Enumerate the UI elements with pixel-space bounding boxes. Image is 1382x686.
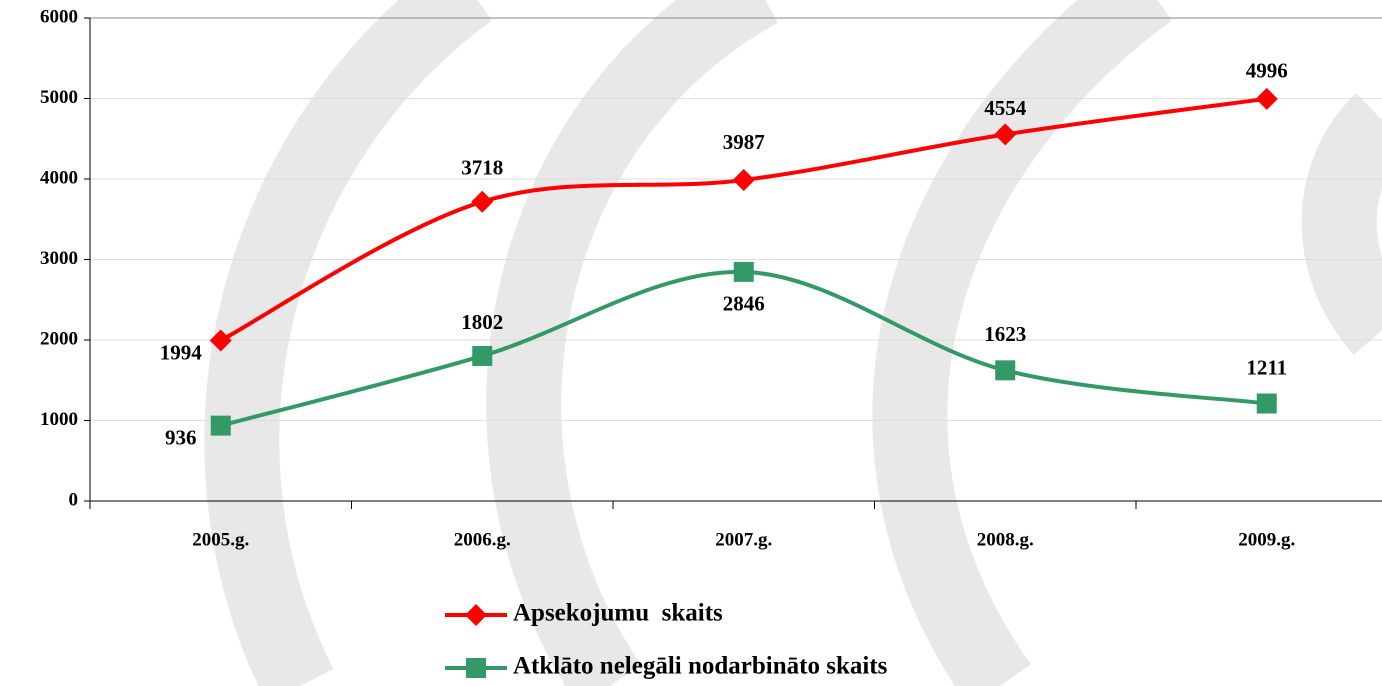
data-label: 3718 [461,156,503,180]
y-tick-label: 2000 [40,328,78,349]
data-label: 4996 [1246,59,1288,83]
marker [465,604,487,626]
data-label: 1211 [1246,355,1287,379]
background-decoration [204,0,1382,686]
y-tick-label: 5000 [40,87,78,108]
data-label: 2846 [723,292,765,316]
data-label: 1994 [160,340,203,364]
y-tick-label: 3000 [40,248,78,269]
marker [995,360,1016,381]
x-tick-label: 2005.g. [192,529,249,550]
x-tick-label: 2007.g. [715,529,772,550]
marker [471,190,494,213]
data-label: 3987 [723,130,765,154]
y-tick-label: 4000 [40,167,78,188]
marker [209,329,232,352]
x-tick-label: 2006.g. [454,529,511,550]
data-label: 936 [165,425,197,449]
data-label: 1802 [461,310,503,334]
y-tick-label: 0 [69,489,79,510]
data-label: 1623 [984,322,1026,346]
series: 936 1802 2846 1623 1211 [165,261,1287,449]
marker [733,261,754,282]
y-tick-label: 1000 [40,409,78,430]
marker [732,169,755,192]
x-tick-label: 2008.g. [977,529,1034,550]
marker [1255,87,1278,110]
data-label: 4554 [984,96,1027,120]
marker [472,345,493,366]
legend-label: Apsekojumu skaits [513,600,723,627]
marker [466,658,486,678]
marker [210,415,231,436]
marker [1256,393,1277,414]
y-tick-label: 6000 [40,6,78,27]
marker [994,123,1017,146]
series: 1994 3718 3987 4554 4996 [160,59,1288,365]
x-tick-label: 2009.g. [1238,529,1295,550]
legend-label: Atklāto nelegāli nodarbināto skaits [513,653,888,680]
